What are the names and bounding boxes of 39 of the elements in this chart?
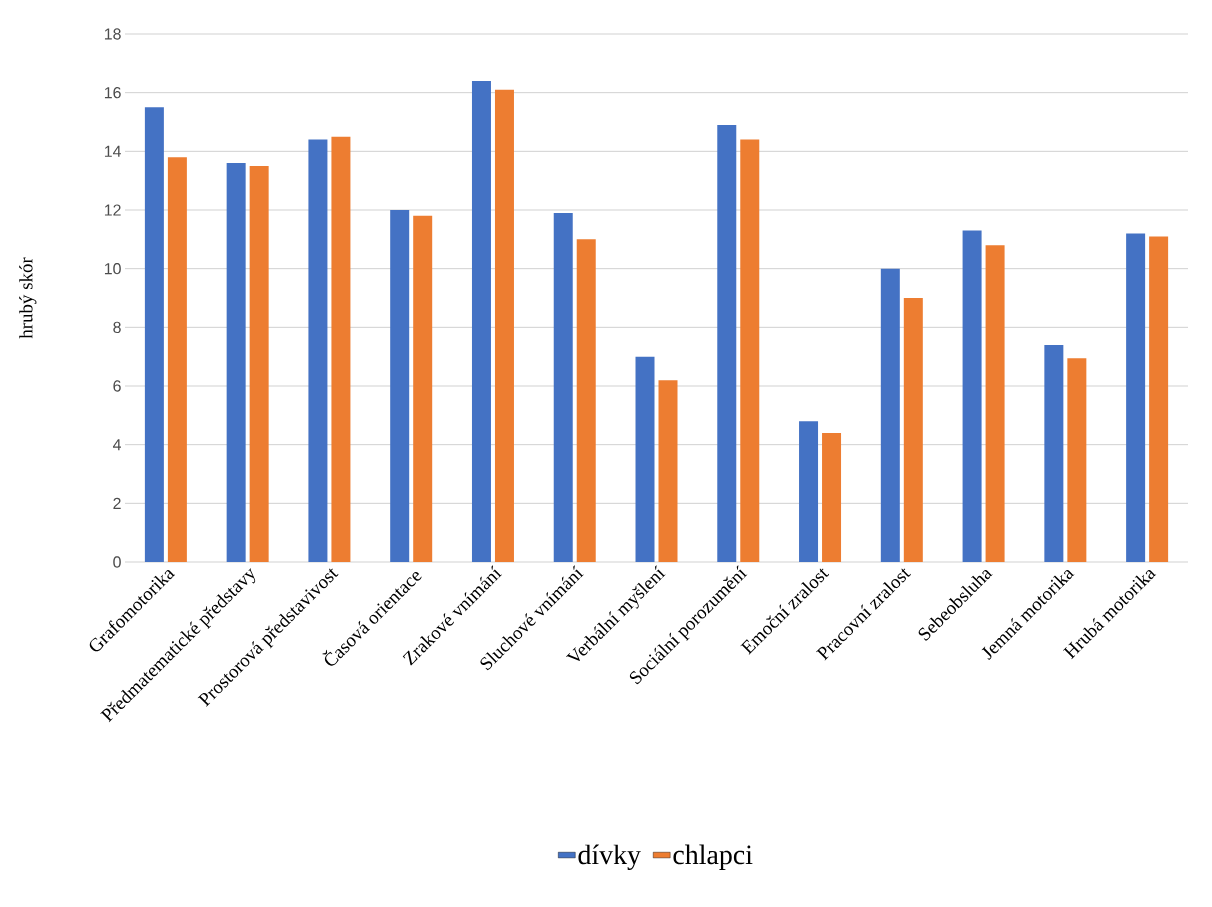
bar: [903, 298, 923, 562]
bar: [249, 166, 269, 562]
y-tick-label: 12: [104, 204, 121, 216]
y-tick-label: 2: [113, 497, 121, 509]
y-tick-label: 8: [113, 321, 121, 333]
y-axis-title: hrubý skór: [19, 257, 37, 339]
legend-label: chlapci: [673, 844, 753, 870]
bar: [635, 356, 655, 562]
bar: [880, 268, 900, 562]
bar: [494, 89, 514, 562]
bar: [576, 239, 596, 562]
bar: [331, 136, 351, 562]
bar: [553, 212, 573, 562]
y-tick-label: 10: [104, 263, 121, 275]
bar: [390, 210, 410, 562]
bar: [1149, 236, 1169, 562]
bar: [167, 157, 187, 562]
y-tick-label: 6: [113, 380, 121, 392]
bar: [413, 215, 433, 562]
bar: [1067, 358, 1087, 562]
y-tick-label: 16: [104, 87, 121, 99]
bar: [144, 107, 164, 562]
y-tick-label: 4: [112, 439, 121, 451]
legend-label: dívky: [578, 844, 641, 871]
bar: [740, 139, 760, 562]
bar: [717, 124, 737, 562]
bar: [226, 163, 246, 562]
bar: [822, 432, 842, 562]
y-tick-label: 14: [104, 145, 121, 157]
y-tick-label: 18: [104, 28, 121, 40]
bar: [1044, 344, 1064, 562]
bar: [471, 80, 491, 562]
bar: [985, 245, 1005, 562]
bar: [1126, 233, 1146, 562]
y-tick-label: 0: [113, 556, 121, 568]
bar: [962, 230, 982, 562]
bar: [658, 380, 678, 562]
bar: [799, 421, 819, 562]
bar: [308, 139, 328, 562]
